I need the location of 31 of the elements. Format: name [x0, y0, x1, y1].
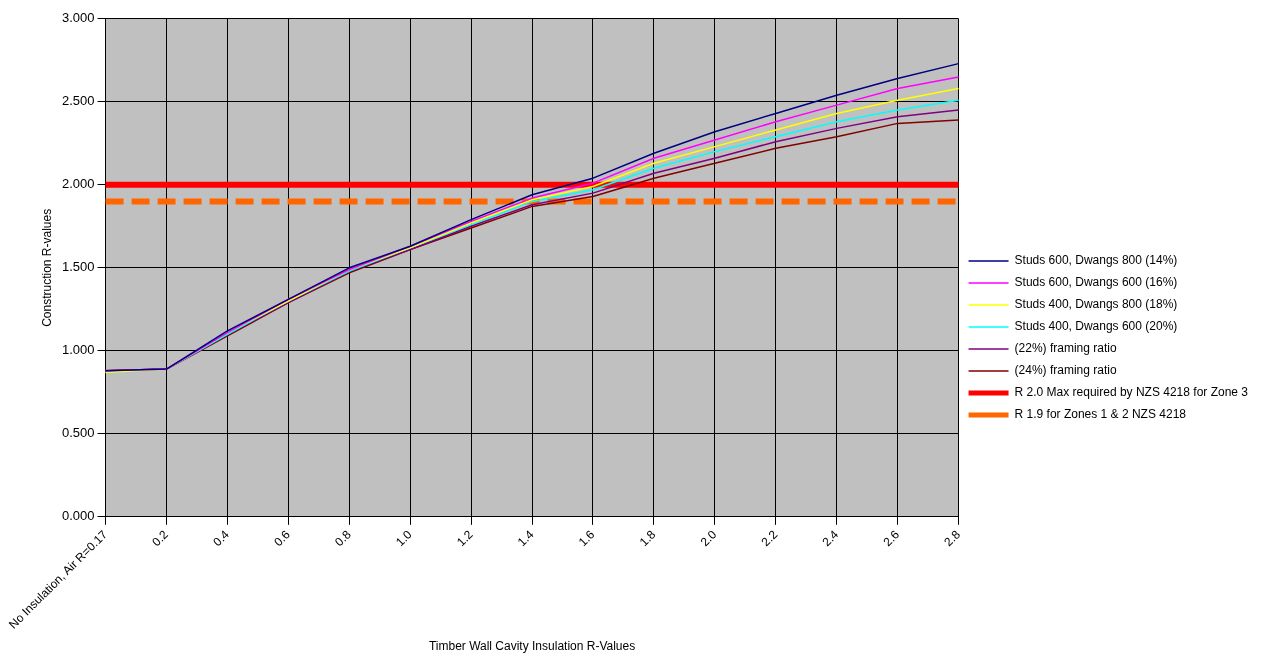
- x-tick-label: 1.4: [514, 527, 537, 550]
- y-tick-label: 2.000: [62, 176, 95, 192]
- y-tick-label: 2.500: [62, 93, 95, 109]
- y-tick-label: 0.500: [62, 425, 95, 441]
- legend-label: (22%) framing ratio: [1014, 341, 1117, 356]
- y-axis-title: Construction R-values: [40, 208, 55, 327]
- x-tick-label: 1.6: [575, 527, 598, 550]
- x-tick-label: 0.6: [271, 527, 294, 550]
- x-tick-label: 1.8: [636, 527, 659, 550]
- y-tick-label: 0.000: [62, 508, 95, 524]
- legend-label: R 1.9 for Zones 1 & 2 NZS 4218: [1014, 407, 1187, 422]
- legend-label: Studs 600, Dwangs 600 (16%): [1014, 275, 1178, 290]
- legend-label: R 2.0 Max required by NZS 4218 for Zone 3: [1014, 385, 1249, 400]
- y-tick-label: 1.000: [62, 342, 95, 358]
- x-tick-label: 2.6: [880, 527, 903, 550]
- x-tick-label: 0.8: [332, 527, 354, 550]
- y-tick-label: 3.000: [62, 10, 95, 26]
- x-axis-title: Timber Wall Cavity Insulation R-Values: [428, 639, 636, 654]
- x-tick-label: 1.2: [453, 527, 476, 550]
- legend-label: (24%) framing ratio: [1014, 363, 1117, 378]
- legend-label: Studs 400, Dwangs 800 (18%): [1014, 297, 1178, 312]
- legend-label: Studs 400, Dwangs 600 (20%): [1014, 319, 1178, 334]
- y-tick-label: 1.500: [62, 259, 95, 275]
- x-tick-label: 2.2: [758, 527, 781, 550]
- x-tick-label: 1.0: [392, 527, 415, 550]
- x-tick-label: 0.2: [149, 527, 172, 550]
- x-tick-label: 2.0: [697, 527, 720, 550]
- x-tick-label: 2.4: [819, 527, 842, 550]
- legend-label: Studs 600, Dwangs 800 (14%): [1014, 253, 1178, 268]
- x-tick-label: 2.8: [941, 527, 964, 550]
- x-tick-label: 0.4: [210, 527, 233, 550]
